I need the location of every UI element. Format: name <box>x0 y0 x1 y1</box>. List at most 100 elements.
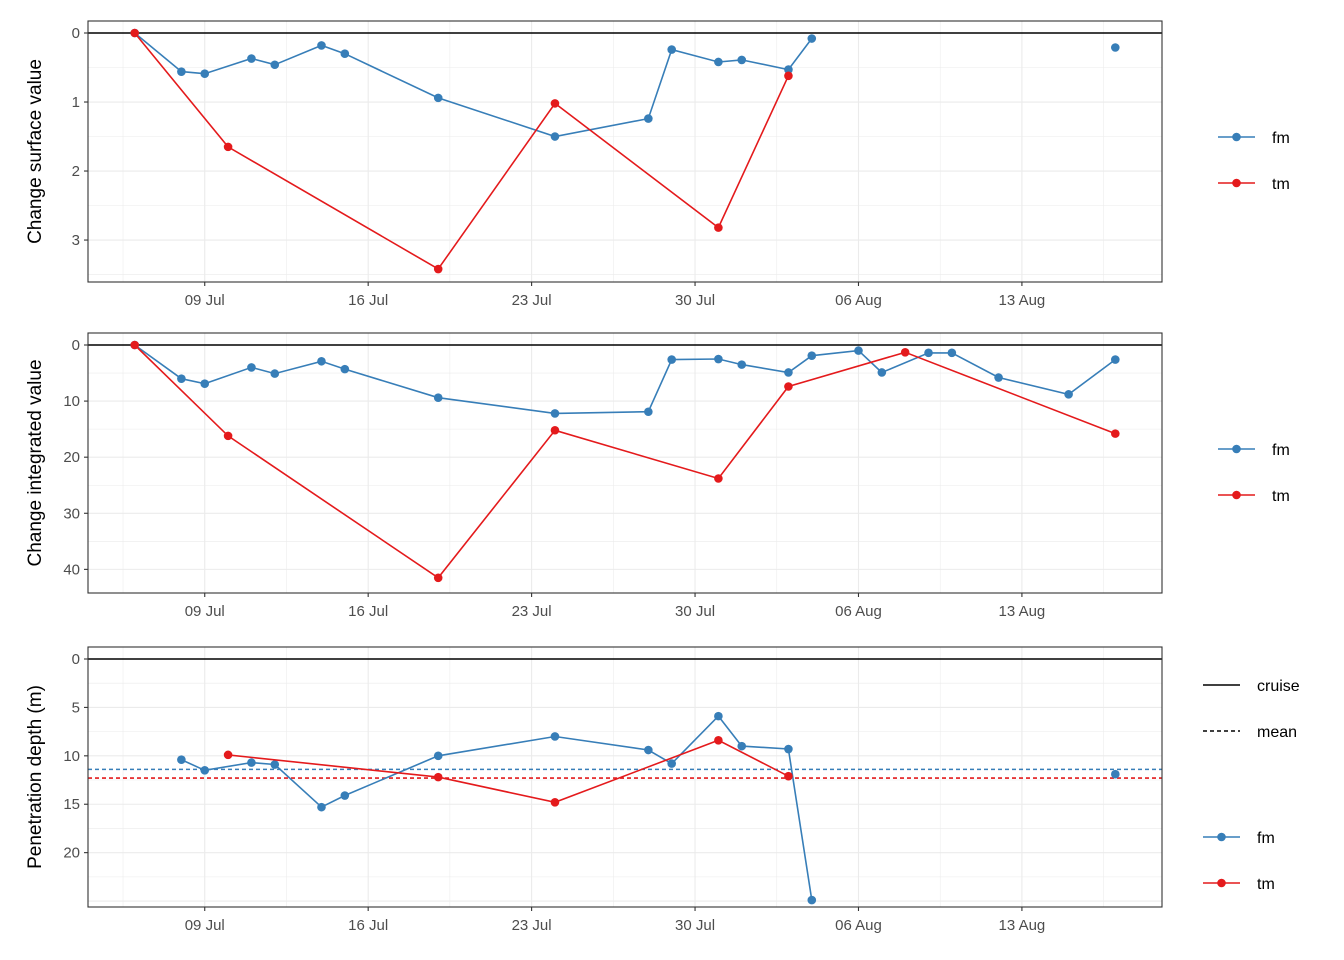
series-line-tm <box>134 32 790 271</box>
data-point-fm <box>714 57 723 67</box>
legend-key-point-fm <box>1232 132 1241 142</box>
data-point-tm <box>714 223 723 232</box>
data-point-tm <box>223 431 233 441</box>
x-tick-label: 13 Aug <box>999 292 1046 309</box>
data-point-tm <box>784 771 793 781</box>
data-point-fm <box>784 65 793 74</box>
data-point-fm <box>200 379 210 389</box>
data-point-fm <box>433 751 443 761</box>
data-point-fm <box>550 132 560 141</box>
data-point-tm <box>433 264 443 274</box>
series-line-tm <box>134 344 1116 579</box>
x-tick-label: 30 Jul <box>675 292 715 309</box>
y-tick-label: 1 <box>72 94 80 111</box>
x-tick-label: 30 Jul <box>675 603 715 620</box>
panel-1: 0 1 2 3 09 Jul 16 Jul 23 Jul 30 Jul 06 Aug 13 Aug… <box>25 20 1290 309</box>
data-point-tm <box>433 573 443 583</box>
y-tick-label: 0 <box>72 651 80 668</box>
x-tick-label: 30 Jul <box>675 917 715 934</box>
data-point-tm <box>550 425 560 435</box>
line-legend: cruise mean <box>1203 678 1300 741</box>
data-point-fm <box>340 49 350 59</box>
data-point-fm <box>317 802 326 812</box>
legend-label-tm: tm <box>1272 176 1290 193</box>
panel-border <box>87 20 1163 283</box>
data-point-fm <box>177 755 186 764</box>
data-point-fm <box>340 791 350 800</box>
data-point-tm <box>714 736 723 745</box>
data-point-fm <box>1111 769 1120 779</box>
gridlines <box>88 333 1162 593</box>
series-legend: fm tm <box>1203 830 1275 893</box>
data-point-fm <box>340 364 350 374</box>
data-point-fm <box>433 393 443 403</box>
legend-key-point-tm <box>1217 878 1226 888</box>
data-point-fm <box>247 54 256 63</box>
legend-label-tm: tm <box>1257 876 1275 893</box>
series-tm <box>130 340 1120 583</box>
x-tick-label: 13 Aug <box>999 917 1046 934</box>
series-tm <box>223 736 793 807</box>
data-point-fm <box>994 373 1003 382</box>
series-line-fm <box>134 344 1116 415</box>
data-point-tm <box>550 99 560 108</box>
data-point-fm <box>877 368 887 377</box>
data-point-fm <box>1111 355 1120 364</box>
data-point-tm <box>550 798 560 807</box>
y-tick-label: 15 <box>63 796 80 813</box>
data-point-fm <box>550 732 560 741</box>
panel-3: 0 5 10 15 20 09 Jul 16 Jul 23 Jul 30 Jul 06 Aug 13… <box>25 646 1300 934</box>
x-tick-label: 23 Jul <box>512 603 552 620</box>
series-fm <box>130 28 1120 141</box>
data-point-fm <box>644 114 653 123</box>
legend-label-fm: fm <box>1272 130 1290 147</box>
y-tick-label: 20 <box>63 845 80 862</box>
data-point-fm <box>924 348 933 358</box>
x-tick-label: 16 Jul <box>348 292 388 309</box>
y-axis-title: Change surface value <box>25 59 46 244</box>
y-tick-label: 5 <box>72 699 80 716</box>
x-tick-label: 13 Aug <box>999 603 1046 620</box>
x-tick-label: 16 Jul <box>348 917 388 934</box>
y-axis-title: Change integrated value <box>25 359 46 566</box>
data-point-fm <box>177 374 186 383</box>
data-point-fm <box>1111 43 1120 52</box>
legend-label-fm: fm <box>1257 830 1275 847</box>
data-point-fm <box>714 354 723 364</box>
data-point-fm <box>854 346 863 355</box>
series-line-tm <box>228 739 789 804</box>
y-tick-label: 0 <box>72 337 80 354</box>
data-point-fm <box>807 351 817 360</box>
data-point-fm <box>200 69 210 79</box>
data-point-fm <box>947 348 957 358</box>
x-tick-label: 06 Aug <box>835 292 882 309</box>
data-point-fm <box>200 766 210 775</box>
y-axis-title: Penetration depth (m) <box>25 685 46 869</box>
y-tick-label: 10 <box>63 393 80 410</box>
data-point-fm <box>784 744 793 754</box>
x-tick-label: 06 Aug <box>835 917 882 934</box>
data-point-fm <box>667 45 676 54</box>
data-point-tm <box>130 28 139 38</box>
legend-label-tm: tm <box>1272 488 1290 505</box>
data-point-fm <box>550 409 560 418</box>
data-point-fm <box>270 60 280 70</box>
data-point-tm <box>223 750 233 760</box>
data-point-fm <box>714 711 723 721</box>
data-point-fm <box>177 67 186 76</box>
data-point-fm <box>247 758 256 767</box>
data-point-tm <box>900 347 910 357</box>
gridlines <box>88 647 1162 907</box>
legend-key-point-tm <box>1232 490 1241 500</box>
y-tick-label: 20 <box>63 449 80 466</box>
data-point-tm <box>784 71 793 81</box>
x-tick-label: 23 Jul <box>512 292 552 309</box>
data-point-fm <box>1064 390 1073 399</box>
data-point-fm <box>667 759 676 768</box>
data-point-fm <box>270 369 280 378</box>
data-point-fm <box>737 741 747 751</box>
data-point-fm <box>644 745 653 755</box>
x-tick-label: 09 Jul <box>185 917 225 934</box>
legend-key-point-tm <box>1232 178 1241 188</box>
